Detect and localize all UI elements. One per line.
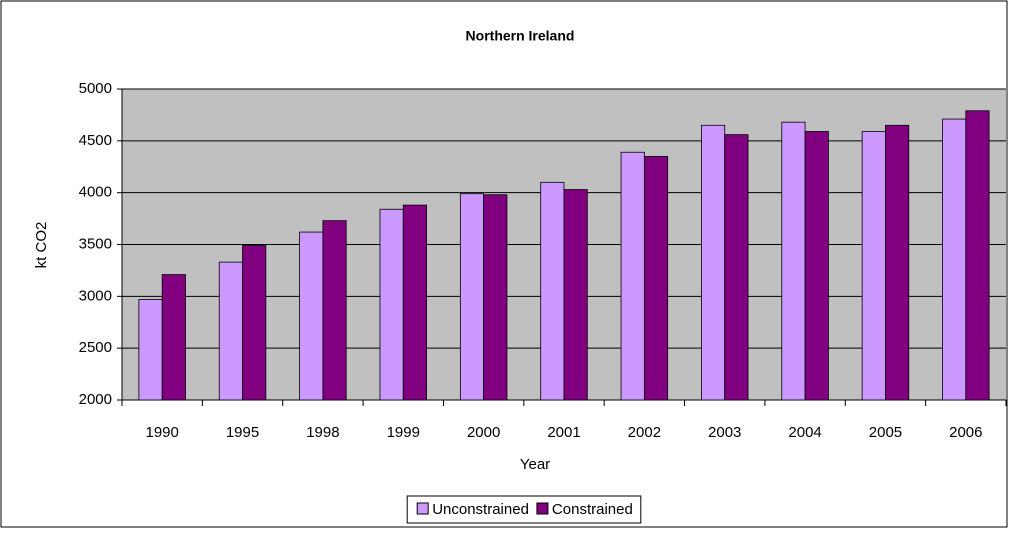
y-tick-label: 2000: [79, 391, 112, 408]
x-tick-label: 1995: [226, 424, 259, 441]
legend-label: Unconstrained: [432, 501, 529, 518]
bar: [379, 208, 404, 401]
bar: [322, 220, 347, 401]
y-tick-label: 3500: [79, 235, 112, 252]
bar: [724, 134, 749, 401]
x-axis-label: Year: [520, 456, 550, 473]
x-tick-label: 2004: [788, 424, 821, 441]
x-tick-label: 2001: [547, 424, 580, 441]
legend-swatch: [416, 502, 429, 515]
bar: [965, 110, 990, 401]
bar: [804, 131, 829, 401]
x-tick-label: 2006: [949, 424, 982, 441]
legend-label: Constrained: [552, 501, 633, 518]
bar: [620, 151, 645, 401]
bar: [218, 261, 243, 401]
y-axis-label: kt CO2: [33, 222, 50, 269]
x-tick-label: 2000: [467, 424, 500, 441]
bar: [161, 274, 186, 401]
bar: [861, 131, 886, 401]
bar: [563, 189, 588, 401]
y-tick-label: 2500: [79, 339, 112, 356]
y-tick-label: 5000: [79, 80, 112, 97]
y-tick-label: 4500: [79, 132, 112, 149]
bar: [540, 181, 565, 401]
x-tick-label: 1990: [145, 424, 178, 441]
bar: [781, 121, 806, 401]
bar: [402, 204, 427, 401]
x-tick-label: 1999: [387, 424, 420, 441]
bar: [483, 194, 508, 401]
y-tick-label: 3000: [79, 287, 112, 304]
x-tick-label: 2003: [708, 424, 741, 441]
bar: [643, 155, 669, 401]
bar: [138, 299, 163, 401]
legend-swatch: [536, 502, 549, 515]
bar: [242, 245, 267, 401]
bar: [299, 231, 324, 401]
x-tick-label: 2005: [869, 424, 902, 441]
chart-title: Northern Ireland: [466, 28, 575, 44]
y-tick-label: 4000: [79, 184, 112, 201]
bar: [701, 124, 726, 401]
x-tick-label: 2002: [628, 424, 661, 441]
bar: [885, 124, 910, 401]
legend-box: [406, 495, 642, 524]
bar: [942, 118, 967, 401]
bar: [459, 193, 485, 401]
x-tick-label: 1998: [306, 424, 339, 441]
